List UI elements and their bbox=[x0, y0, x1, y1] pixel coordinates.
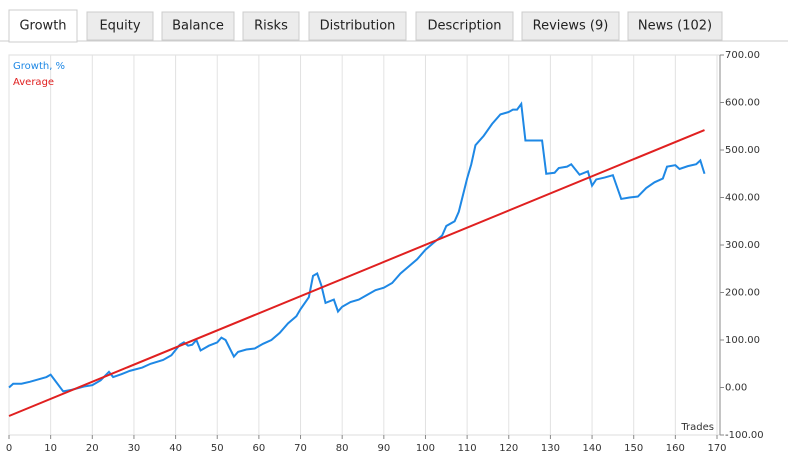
tab-label[interactable]: Distribution bbox=[320, 19, 396, 34]
tab-label[interactable]: News (102) bbox=[638, 19, 712, 34]
tab[interactable] bbox=[8, 9, 78, 43]
legend-entry: Average bbox=[13, 77, 54, 88]
y-tick-label: 300.00 bbox=[725, 240, 760, 251]
x-tick-label: 10 bbox=[44, 443, 57, 454]
tab[interactable] bbox=[161, 11, 235, 41]
x-tick-label: 20 bbox=[86, 443, 99, 454]
x-tick-label: 30 bbox=[128, 443, 141, 454]
x-tick-label: 0 bbox=[6, 443, 12, 454]
tab[interactable] bbox=[521, 11, 620, 41]
x-tick-label: 100 bbox=[416, 443, 435, 454]
tab[interactable] bbox=[242, 11, 300, 41]
x-tick-label: 70 bbox=[294, 443, 307, 454]
x-tick-label: 130 bbox=[541, 443, 560, 454]
x-tick-label: 140 bbox=[583, 443, 602, 454]
tab[interactable] bbox=[627, 11, 723, 41]
x-tick-label: 150 bbox=[624, 443, 643, 454]
tab-label[interactable]: Risks bbox=[254, 19, 288, 34]
y-tick-label: 500.00 bbox=[725, 145, 760, 156]
y-tick-label: 100.00 bbox=[725, 335, 760, 346]
y-tick-label: 200.00 bbox=[725, 288, 760, 299]
tab-label[interactable]: Growth bbox=[19, 19, 66, 34]
x-tick-label: 40 bbox=[169, 443, 182, 454]
tab[interactable] bbox=[86, 11, 154, 41]
y-tick-label: 0.00 bbox=[725, 383, 747, 394]
legend-entry: Growth, % bbox=[13, 61, 65, 72]
tab-label[interactable]: Equity bbox=[99, 19, 140, 34]
x-tick-label: 80 bbox=[336, 443, 349, 454]
x-tick-label: 60 bbox=[253, 443, 266, 454]
tab-label[interactable]: Balance bbox=[172, 19, 224, 34]
tab-label[interactable]: Reviews (9) bbox=[533, 19, 609, 34]
y-tick-label: 400.00 bbox=[725, 193, 760, 204]
line-series bbox=[8, 101, 706, 393]
y-tick-label: 700.00 bbox=[725, 50, 760, 61]
x-tick-label: 170 bbox=[707, 443, 726, 454]
tab[interactable] bbox=[308, 11, 407, 41]
plot-area bbox=[8, 54, 721, 436]
y-tick-label: -100.00 bbox=[725, 430, 764, 441]
y-tick-label: 600.00 bbox=[725, 98, 760, 109]
x-tick-label: 160 bbox=[666, 443, 685, 454]
tab[interactable] bbox=[415, 11, 514, 41]
x-tick-label: 110 bbox=[458, 443, 477, 454]
x-tick-label: 90 bbox=[377, 443, 390, 454]
x-tick-label: 50 bbox=[211, 443, 224, 454]
line-series bbox=[8, 129, 705, 417]
x-tick-label: 120 bbox=[499, 443, 518, 454]
x-axis-label: Trades bbox=[680, 422, 714, 433]
tab-label[interactable]: Description bbox=[427, 19, 501, 34]
